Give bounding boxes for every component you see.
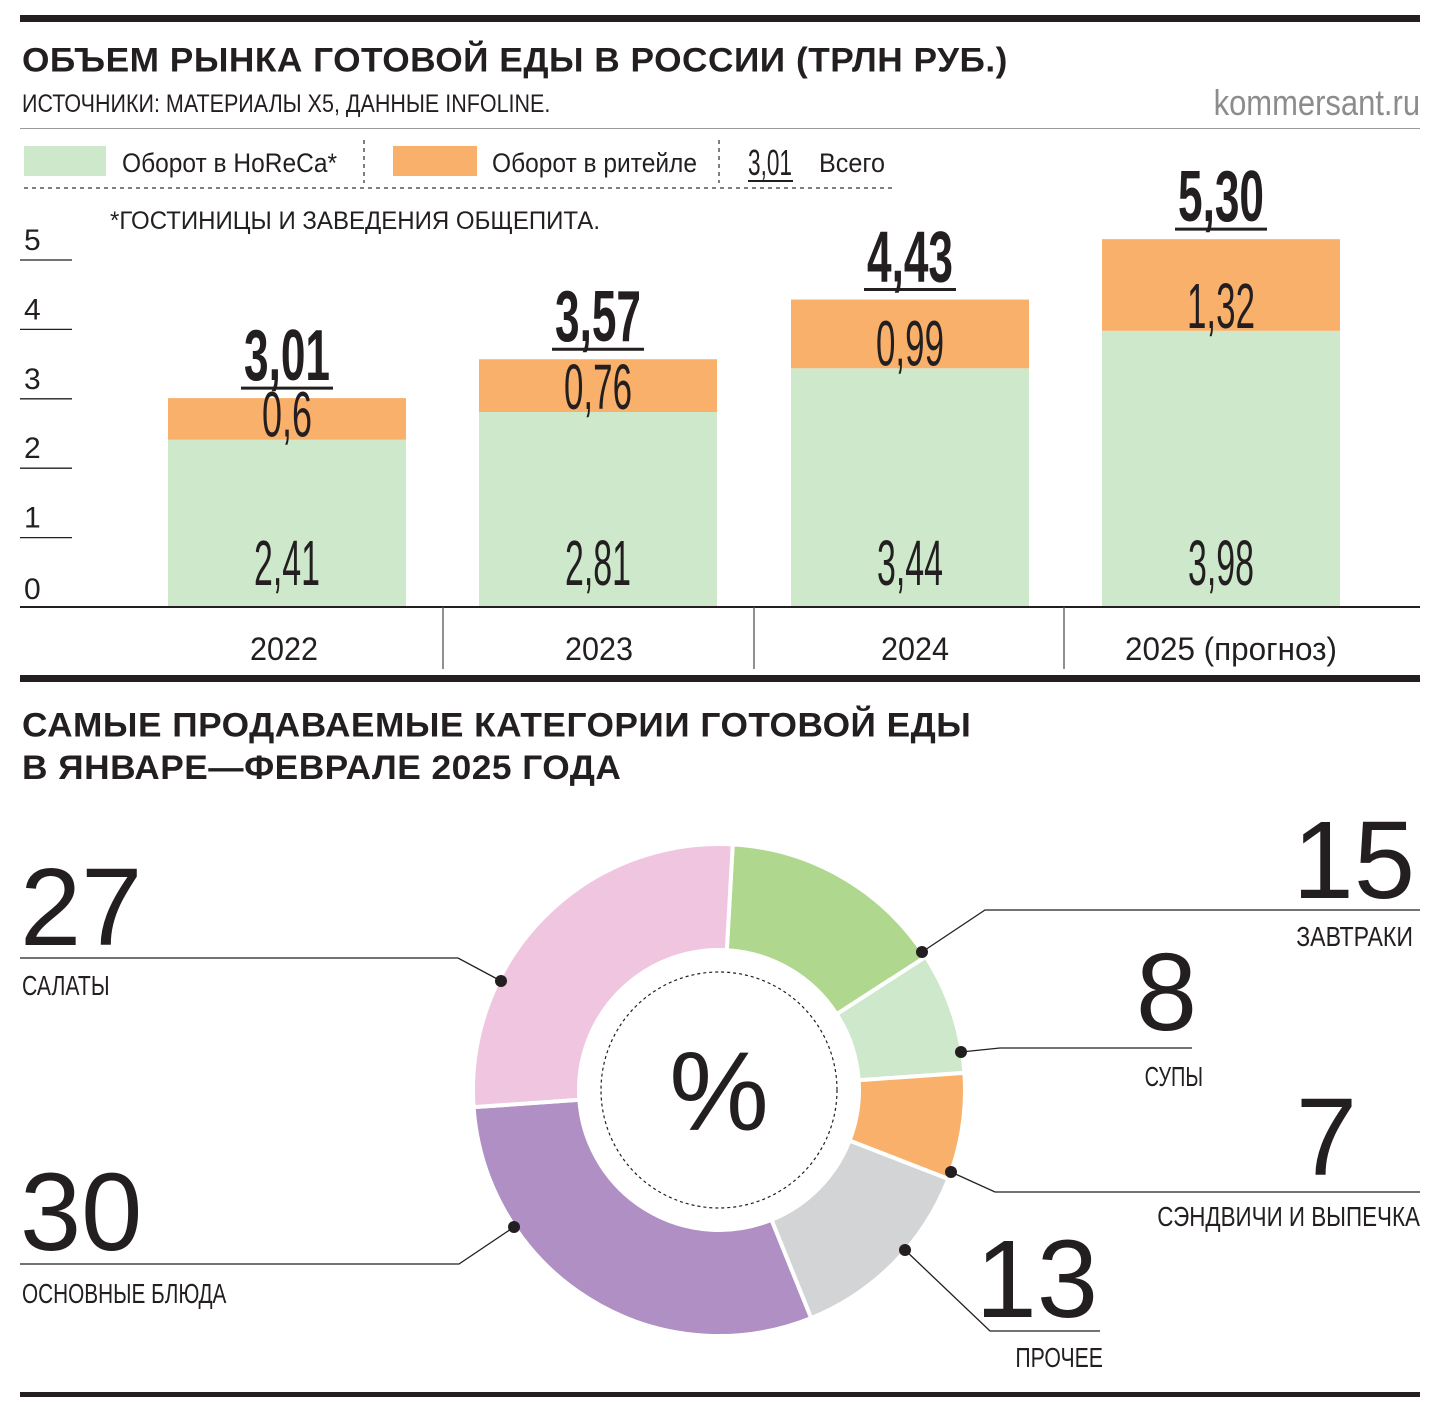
bar-retail bbox=[168, 398, 406, 440]
callout-label: СУПЫ bbox=[1145, 1061, 1203, 1092]
bar-retail-label: 1,32 bbox=[1187, 270, 1255, 342]
legend-label-total: Всего bbox=[819, 148, 885, 178]
bar-total-label: 3,57 bbox=[555, 277, 641, 357]
callout-value: 13 bbox=[976, 1218, 1098, 1341]
bar-horeca-label: 2,81 bbox=[565, 527, 631, 599]
legend-total-sample: 3,01 bbox=[748, 142, 792, 183]
chart-title: ОБЪЕМ РЫНКА ГОТОВОЙ ЕДЫ В РОССИИ (ТРЛН Р… bbox=[22, 40, 1028, 80]
market-volume-bar-chart: Оборот в HoReCa* Оборот в ритейле 3,01 В… bbox=[20, 140, 1420, 669]
source-note-text: ИСТОЧНИКИ: МАТЕРИАЛЫ X5, ДАННЫЕ INFOLINE… bbox=[22, 90, 551, 118]
callout-leader bbox=[20, 957, 502, 982]
y-tick-label: 2 bbox=[24, 432, 41, 465]
bar-horeca-label: 3,44 bbox=[877, 527, 943, 599]
bar-total-label: 3,01 bbox=[244, 316, 330, 396]
callout-leader bbox=[950, 1171, 1420, 1193]
bar-horeca bbox=[791, 368, 1029, 607]
callout-value: 7 bbox=[1296, 1076, 1357, 1199]
callout-dot bbox=[899, 1244, 911, 1256]
donut-center bbox=[579, 950, 859, 1230]
chart-legend: Оборот в HoReCa* Оборот в ритейле 3,01 В… bbox=[24, 140, 893, 189]
callout-dot bbox=[945, 1166, 957, 1178]
x-axis: 2022 2023 2024 2025 (прогноз) bbox=[250, 607, 1337, 669]
bar-total-label: 5,30 bbox=[1178, 157, 1264, 237]
bar-retail bbox=[479, 359, 717, 412]
bar-horeca bbox=[168, 439, 406, 607]
top-rule bbox=[20, 15, 1420, 22]
bar-retail-label: 0,6 bbox=[262, 379, 312, 451]
site-credit[interactable]: kommersant.ru bbox=[1180, 82, 1420, 124]
bar-retail-label: 0,76 bbox=[564, 351, 632, 423]
site-credit-text: kommersant.ru bbox=[1213, 82, 1420, 123]
bar-retail bbox=[1102, 239, 1340, 331]
x-tick-label: 2022 bbox=[250, 631, 318, 667]
bar-retail bbox=[791, 299, 1029, 369]
section-divider bbox=[20, 675, 1420, 682]
callout-label: СЭНДВИЧИ И ВЫПЕЧКА bbox=[1157, 1201, 1420, 1232]
callout-value: 8 bbox=[1136, 931, 1197, 1054]
chart-title-text: ОБЪЕМ РЫНКА ГОТОВОЙ ЕДЫ В РОССИИ (ТРЛН Р… bbox=[22, 40, 1008, 79]
y-tick-label: 0 bbox=[24, 573, 41, 606]
x-tick-label: 2025 (прогноз) bbox=[1125, 631, 1337, 667]
bar-horeca-label: 2,41 bbox=[254, 527, 320, 599]
legend-label-retail: Оборот в ритейле bbox=[492, 148, 697, 178]
bar-horeca bbox=[1102, 330, 1340, 607]
y-tick-label: 3 bbox=[24, 363, 41, 396]
callout-value: 30 bbox=[20, 1151, 142, 1274]
callout-dot bbox=[508, 1221, 520, 1233]
callout-label: САЛАТЫ bbox=[22, 970, 110, 1001]
y-tick-label: 5 bbox=[24, 224, 41, 257]
callout-label: ПРОЧЕЕ bbox=[1015, 1342, 1103, 1373]
callout-leader bbox=[20, 1226, 515, 1265]
bar-horeca bbox=[479, 411, 717, 607]
x-tick-label: 2023 bbox=[565, 631, 633, 667]
donut-center-dashed-ring bbox=[600, 971, 838, 1209]
bottom-rule bbox=[20, 1392, 1420, 1397]
callout-leader bbox=[904, 1249, 1100, 1332]
y-axis: 0 1 2 3 4 5 bbox=[20, 224, 72, 606]
bars: 2,41 0,63,01 2,81 0,763,57 3,44 0,99 4,43 3,98 1… bbox=[168, 157, 1340, 607]
bar-horeca-label: 3,98 bbox=[1188, 527, 1254, 599]
callout-label: ЗАВТРАКИ bbox=[1296, 921, 1413, 952]
source-note: ИСТОЧНИКИ: МАТЕРИАЛЫ X5, ДАННЫЕ INFOLINE… bbox=[22, 90, 636, 119]
section2-title: САМЫЕ ПРОДАВАЕМЫЕ КАТЕГОРИИ ГОТОВОЙ ЕДЫ … bbox=[22, 703, 991, 789]
y-tick-label: 1 bbox=[24, 502, 41, 535]
x-tick-label: 2024 bbox=[881, 631, 949, 667]
callout-dot bbox=[916, 946, 928, 958]
callout-value: 15 bbox=[1293, 799, 1415, 922]
footnote: *ГОСТИНИЦЫ И ЗАВЕДЕНИЯ ОБЩЕПИТА. bbox=[110, 207, 600, 235]
callout-leader bbox=[921, 909, 1420, 953]
y-tick-label: 4 bbox=[24, 293, 41, 326]
donut-slices bbox=[471, 842, 967, 1338]
callout-dot bbox=[495, 975, 507, 987]
callout-leader bbox=[960, 1047, 1192, 1053]
section2-title-line2: В ЯНВАРЕ—ФЕВРАЛЕ 2025 ГОДА bbox=[22, 747, 622, 787]
donut-center-label: % bbox=[669, 1029, 769, 1154]
legend-swatch-retail bbox=[393, 146, 477, 176]
callout-dot bbox=[955, 1046, 967, 1058]
legend-swatch-horeca bbox=[24, 146, 106, 176]
callout-label: ОСНОВНЫЕ БЛЮДА bbox=[22, 1278, 227, 1309]
bar-total-label: 4,43 bbox=[867, 218, 953, 298]
bar-retail-label: 0,99 bbox=[876, 307, 944, 379]
callout-value: 27 bbox=[20, 846, 142, 969]
section2-title-line1: САМЫЕ ПРОДАВАЕМЫЕ КАТЕГОРИИ ГОТОВОЙ ЕДЫ bbox=[22, 704, 972, 744]
legend-label-horeca: Оборот в HoReCa* bbox=[122, 148, 337, 178]
header-underline bbox=[20, 128, 1420, 129]
